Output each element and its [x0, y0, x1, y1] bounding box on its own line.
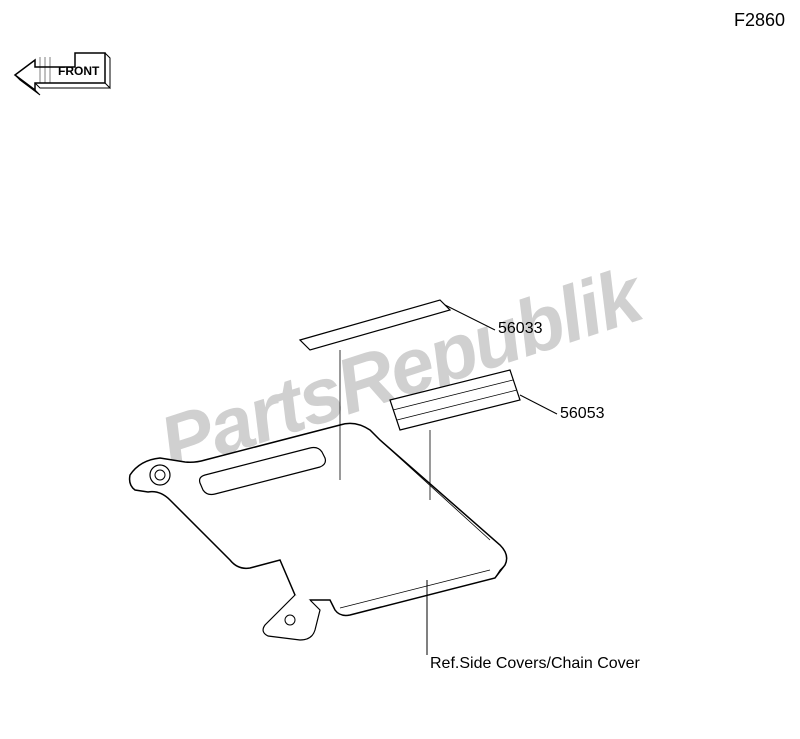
part-number-56033: 56033: [498, 320, 543, 338]
front-arrow-icon: FRONT: [15, 53, 110, 95]
diagram-id-label: F2860: [734, 10, 785, 31]
leader-line-56033: [445, 305, 495, 330]
part-label-lower: [390, 370, 520, 430]
svg-text:FRONT: FRONT: [58, 64, 100, 78]
technical-diagram: FRONT: [0, 0, 800, 739]
reference-label: Ref.Side Covers/Chain Cover: [430, 655, 640, 673]
part-label-upper: [300, 300, 450, 350]
leader-line-56053: [520, 395, 557, 414]
chain-cover-part: [130, 423, 507, 640]
part-number-56053: 56053: [560, 405, 605, 423]
